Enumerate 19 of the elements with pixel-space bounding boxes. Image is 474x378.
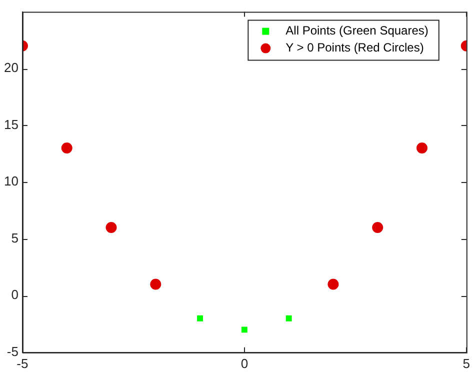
legend-label: All Points (Green Squares) xyxy=(286,24,428,38)
point xyxy=(197,315,204,322)
x-tick-label: 5 xyxy=(462,356,470,371)
y-tick-label: -5 xyxy=(6,344,18,359)
y-tick-label: 0 xyxy=(11,287,18,302)
point xyxy=(372,222,384,234)
y-tick-label: 5 xyxy=(11,230,18,246)
y-tick-label: 10 xyxy=(4,174,18,189)
legend-label: Y > 0 Points (Red Circles) xyxy=(286,40,424,55)
y-tick-label: 15 xyxy=(4,116,18,132)
y-tick-label: 20 xyxy=(4,60,18,76)
point xyxy=(328,278,339,290)
point xyxy=(241,326,248,333)
point xyxy=(106,222,117,234)
point xyxy=(61,142,72,154)
point xyxy=(286,315,292,322)
point xyxy=(416,142,428,154)
point xyxy=(150,278,162,290)
x-tick-label: 0 xyxy=(240,356,248,371)
